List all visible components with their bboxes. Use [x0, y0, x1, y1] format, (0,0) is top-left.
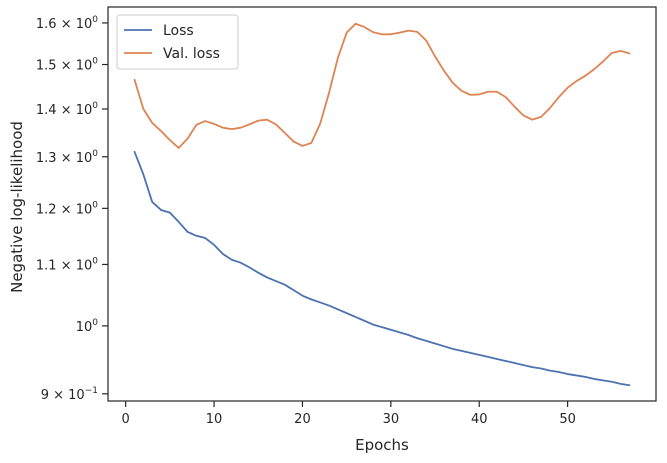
y-tick-label: 1.4 × 100	[36, 101, 98, 118]
y-tick-exponent: 0	[92, 101, 98, 111]
y-tick-base: 10	[76, 320, 93, 335]
y-tick-exponent: 0	[92, 15, 98, 25]
legend-label-1: Val. loss	[163, 46, 220, 62]
y-tick-label: 9 × 10−1	[41, 386, 98, 403]
y-tick-base: 1.1 × 10	[36, 258, 92, 273]
y-tick-exponent: 0	[92, 200, 98, 210]
y-tick-base: 9 × 10	[41, 388, 85, 403]
y-tick-label: 1.1 × 100	[36, 256, 98, 273]
y-tick-label: 1.3 × 100	[36, 149, 98, 166]
x-tick-label: 20	[294, 412, 311, 427]
y-tick-base: 1.3 × 10	[36, 151, 92, 166]
series-line-1	[133, 22, 631, 149]
legend-label-0: Loss	[163, 23, 194, 39]
y-tick-base: 1.6 × 10	[36, 17, 92, 32]
y-tick-base: 1.2 × 10	[36, 202, 92, 217]
y-tick-label: 100	[76, 318, 99, 335]
y-axis-label: Negative log-likelihood	[8, 121, 26, 293]
y-tick-label: 1.2 × 100	[36, 200, 98, 217]
y-tick-label: 1.5 × 100	[36, 57, 98, 74]
x-tick-label: 10	[206, 412, 223, 427]
x-tick-label: 50	[559, 412, 576, 427]
y-tick-exponent: 0	[92, 57, 98, 67]
x-tick-label: 0	[122, 412, 130, 427]
y-tick-exponent: 0	[92, 256, 98, 266]
y-tick-base: 1.4 × 10	[36, 103, 92, 118]
y-tick-base: 1.5 × 10	[36, 59, 92, 74]
y-tick-exponent: 0	[92, 149, 98, 159]
plot-area	[107, 6, 657, 402]
series-line-0	[133, 150, 631, 387]
y-tick-label: 1.6 × 100	[36, 15, 98, 32]
x-axis-label: Epochs	[355, 436, 409, 454]
series-layer	[133, 22, 631, 387]
y-tick-exponent: 0	[92, 318, 98, 328]
legend-box	[116, 14, 239, 70]
x-tick-label: 40	[471, 412, 488, 427]
x-tick-label: 30	[383, 412, 400, 427]
y-tick-exponent: −1	[85, 386, 98, 396]
legend: Loss Val. loss	[116, 14, 239, 70]
x-axis-ticks: 0 10 20 30 40 50	[122, 401, 576, 427]
